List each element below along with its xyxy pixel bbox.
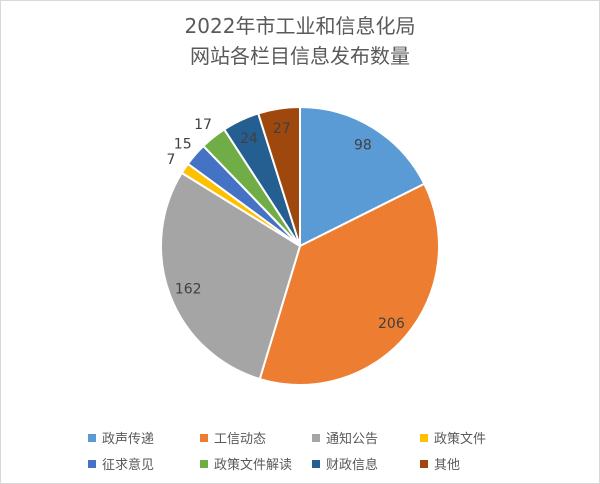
chart-title-line-2: 网站各栏目信息发布数量 — [190, 44, 410, 68]
chart-title-line-1: 2022年市工业和信息化局 — [184, 14, 416, 38]
legend-swatch — [200, 433, 208, 442]
data-label-2: 206 — [378, 316, 405, 332]
data-label-4: 7 — [166, 152, 175, 168]
legend-swatch — [88, 459, 96, 468]
pie-slice-1 — [299, 105, 426, 248]
pie-slice-2 — [258, 182, 440, 386]
pie-slice-8 — [256, 105, 301, 247]
data-label-5: 15 — [174, 137, 192, 153]
legend-item: 通知公告 — [312, 428, 420, 447]
legend-swatch — [312, 459, 320, 468]
legend-item: 其他 — [420, 454, 528, 473]
legend-label: 政策文件 — [434, 432, 487, 447]
pie-slice-3 — [160, 171, 302, 381]
legend-item: 政策文件解读 — [200, 454, 312, 473]
legend-label: 通知公告 — [326, 432, 379, 447]
data-label-8: 27 — [273, 121, 291, 137]
legend-item: 财政信息 — [312, 454, 420, 473]
legend: 政声传递 工信动态 通知公告 政策文件征求意见 政策文件解读 财政信息 其他 — [88, 428, 528, 473]
legend-label: 政策文件解读 — [214, 458, 293, 473]
legend-swatch — [88, 433, 96, 442]
legend-item: 政策文件 — [420, 428, 528, 447]
legend-swatch — [420, 459, 428, 468]
legend-item: 征求意见 — [88, 454, 200, 473]
legend-label: 政声传递 — [102, 432, 155, 447]
legend-item: 工信动态 — [200, 428, 312, 447]
data-label-6: 17 — [194, 117, 212, 133]
data-label-1: 98 — [354, 137, 372, 153]
legend-label: 财政信息 — [326, 458, 379, 473]
legend-item: 政声传递 — [88, 428, 200, 447]
legend-label: 其他 — [434, 458, 461, 473]
legend-swatch — [312, 433, 320, 442]
legend-label: 工信动态 — [214, 432, 267, 447]
legend-swatch — [200, 459, 208, 468]
data-label-3: 162 — [175, 281, 202, 297]
legend-label: 征求意见 — [102, 458, 155, 473]
data-label-7: 24 — [240, 131, 258, 147]
legend-swatch — [420, 433, 428, 442]
